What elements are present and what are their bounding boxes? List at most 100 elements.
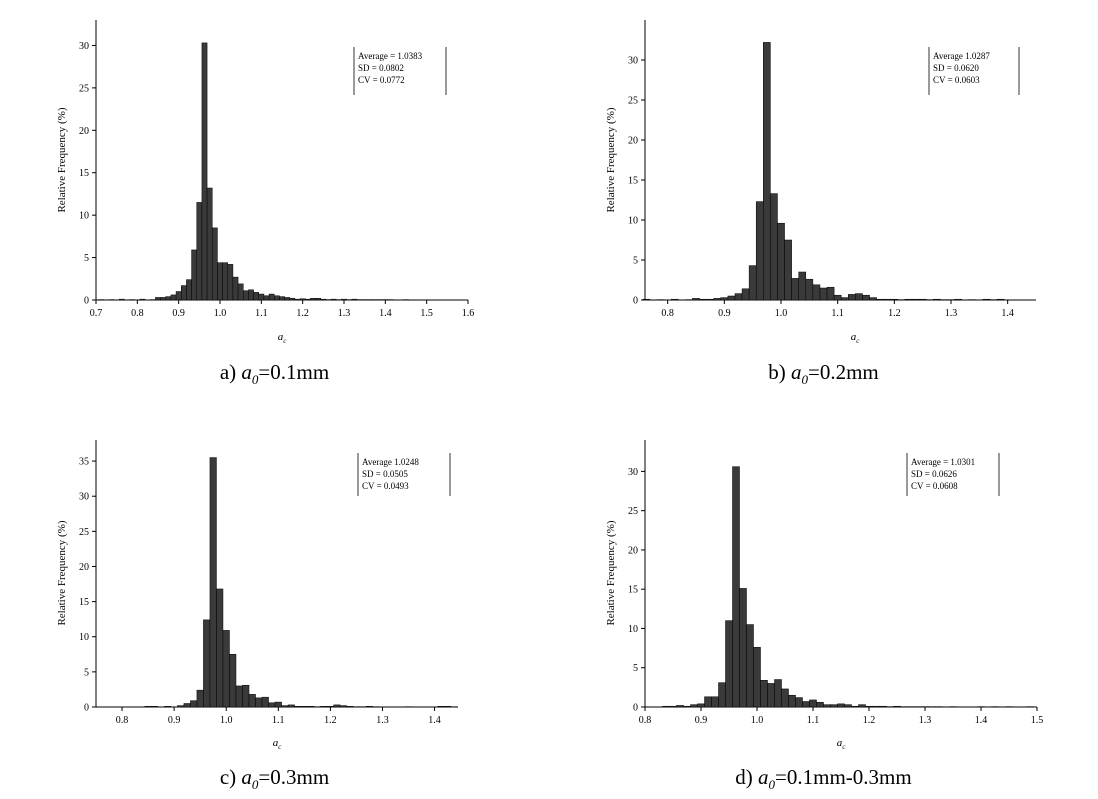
- caption-variable: a: [241, 765, 252, 789]
- histogram-bar: [268, 293, 275, 301]
- y-tick-label: 0: [84, 296, 89, 307]
- y-tick-label: 15: [628, 585, 638, 596]
- stats-sd: SD = 0.0626: [911, 469, 957, 479]
- chart-panel-d: 0 5 10 15 20 25 30 0.8 0.9 1.0 1.1 1.2 1.3 1.4 1.5 Rela…: [549, 400, 1098, 799]
- x-axis-label: ac: [851, 331, 861, 345]
- x-tick-label: 1.4: [1001, 308, 1014, 319]
- histogram-bar: [175, 291, 182, 301]
- histogram-bar: [855, 293, 863, 301]
- histogram-bar: [98, 299, 105, 301]
- histogram-bar: [227, 264, 234, 301]
- y-tick-label: 30: [79, 492, 89, 503]
- caption-suffix: =0.2mm: [807, 360, 879, 384]
- histogram-bar: [727, 295, 736, 301]
- chart-caption: a) a0=0.1mm: [0, 360, 549, 388]
- x-tick-label: 1.1: [255, 308, 268, 319]
- histogram-bar: [690, 704, 698, 708]
- y-tick-label: 5: [633, 663, 638, 674]
- histogram-chart: 0 5 10 15 20 25 30 0.8 0.9 1.0 1.1 1.2 1.3 1.4 Relativ…: [605, 20, 1036, 345]
- histogram-bar: [170, 294, 177, 301]
- x-tick-label: 1.1: [831, 308, 844, 319]
- histogram-bar: [108, 299, 115, 301]
- caption-prefix: b): [768, 360, 791, 384]
- histogram-bar: [248, 289, 254, 301]
- chart-panel-a: 0 5 10 15 20 25 30 0.7 0.8 0.9 1.0 1.1 1.2 1.3 1.4 1.5 1…: [0, 0, 549, 399]
- histogram-bar: [669, 705, 677, 708]
- x-tick-label: 1.2: [888, 308, 901, 319]
- histogram-bar: [802, 701, 810, 708]
- histogram-bar: [781, 688, 789, 708]
- stats-cv: CV = 0.0772: [358, 75, 405, 85]
- stats-sd: SD = 0.0802: [358, 63, 404, 73]
- histogram-bar: [760, 680, 768, 708]
- histogram-bar: [734, 293, 743, 301]
- histogram-bar: [770, 193, 778, 301]
- histogram-bar: [284, 297, 291, 301]
- histogram-bar: [819, 287, 828, 301]
- histogram-bar: [339, 705, 347, 708]
- caption-prefix: a): [219, 360, 242, 384]
- histogram-bar: [313, 706, 321, 708]
- y-axis-label: Relative Frequency (%): [605, 520, 617, 625]
- y-tick-label: 30: [79, 41, 89, 52]
- caption-subscript: 0: [251, 777, 259, 793]
- histogram-bar: [704, 696, 712, 708]
- histogram-bar: [183, 703, 191, 708]
- y-tick-label: 15: [628, 176, 638, 187]
- histogram-bar: [352, 706, 360, 708]
- histogram-bar: [356, 299, 363, 301]
- x-axis-label-subscript: c: [283, 337, 287, 345]
- histogram-bar: [258, 293, 265, 301]
- x-axis-label: ac: [278, 331, 288, 345]
- histogram-bar: [372, 299, 378, 301]
- y-tick-label: 10: [628, 624, 638, 635]
- histogram-bar: [683, 705, 691, 708]
- y-axis-label: Relative Frequency (%): [605, 107, 617, 212]
- x-tick-label: 1.0: [751, 715, 764, 726]
- y-tick-label: 35: [79, 457, 89, 468]
- histogram-bar: [848, 294, 856, 301]
- histogram-chart: 0 5 10 15 20 25 30 0.8 0.9 1.0 1.1 1.2 1.3 1.4 1.5 Rela…: [605, 440, 1043, 751]
- histogram-bar: [341, 298, 347, 301]
- caption-prefix: d): [735, 765, 759, 789]
- histogram-bar: [858, 704, 866, 708]
- stats-average: Average 1.0248: [362, 457, 419, 467]
- histogram-bar: [287, 704, 295, 708]
- x-tick-label: 1.3: [919, 715, 932, 726]
- x-tick-label: 0.8: [661, 308, 674, 319]
- histogram-bar: [191, 249, 197, 301]
- histogram-bar: [676, 705, 684, 708]
- histogram-bar: [968, 299, 977, 301]
- histogram-bar: [201, 42, 208, 301]
- histogram-bar: [206, 187, 213, 301]
- histogram-bar: [336, 299, 342, 301]
- caption-suffix: =0.3mm: [258, 765, 330, 789]
- histogram-bar: [346, 706, 354, 708]
- histogram-bar: [305, 298, 311, 301]
- histogram-bar: [840, 297, 849, 301]
- y-tick-label: 20: [628, 136, 638, 147]
- histogram-bar: [144, 706, 152, 708]
- histogram-bar: [222, 262, 228, 301]
- histogram-bar: [989, 299, 998, 301]
- histogram-bar: [685, 299, 693, 301]
- histogram-bar: [823, 704, 831, 708]
- histogram-bar: [209, 457, 217, 708]
- histogram-bar: [229, 654, 237, 708]
- histogram-bar: [996, 298, 1005, 301]
- x-axis-label: ac: [273, 737, 283, 751]
- histogram-bar: [160, 297, 166, 301]
- histogram-bar: [809, 699, 817, 708]
- x-axis-label-subscript: c: [856, 337, 860, 345]
- histogram-bar: [954, 298, 962, 301]
- histogram-bar: [928, 706, 936, 708]
- histogram-bar: [294, 298, 301, 301]
- histogram-bar: [918, 298, 927, 301]
- histogram-bar: [767, 683, 775, 708]
- histogram-bar: [377, 299, 384, 301]
- histogram-bar: [320, 298, 327, 301]
- histogram-bar: [662, 705, 670, 708]
- histogram-bar: [155, 297, 161, 301]
- histogram-bar: [237, 283, 244, 301]
- histogram-bar: [1026, 706, 1034, 708]
